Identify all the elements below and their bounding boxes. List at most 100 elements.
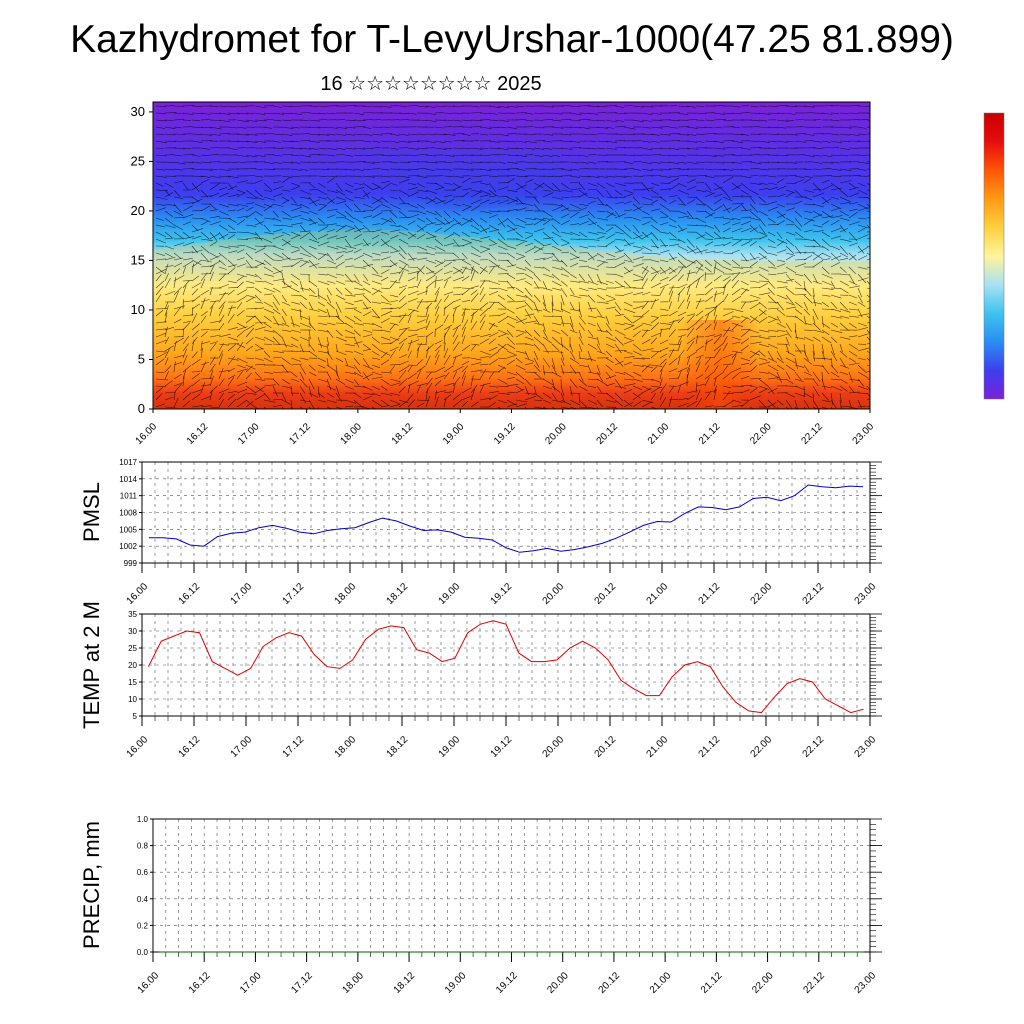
wind-vector	[866, 357, 870, 362]
wind-vector	[227, 327, 238, 331]
wind-vector	[254, 385, 264, 393]
x-tick-label: 20.00	[541, 734, 567, 760]
wind-vector	[281, 175, 293, 178]
wind-vector	[164, 290, 176, 296]
wind-vector	[596, 364, 601, 375]
wind-vector	[641, 399, 654, 404]
wind-vector	[722, 241, 732, 247]
wind-vector	[677, 283, 688, 289]
wind-vector	[407, 154, 418, 156]
wind-vector	[263, 112, 274, 115]
wind-vector	[155, 403, 165, 408]
wind-vector	[398, 216, 410, 219]
wind-vector	[767, 245, 777, 249]
wind-vector	[290, 234, 300, 240]
wind-vector	[227, 390, 238, 394]
wind-vector	[461, 387, 472, 394]
wind-vector	[857, 313, 869, 317]
wind-vector	[416, 279, 422, 289]
wind-vector	[749, 161, 762, 165]
wind-vector	[173, 286, 182, 296]
wind-vector	[722, 363, 732, 366]
wind-vector	[497, 294, 506, 301]
wind-vector	[839, 287, 849, 294]
wind-vector	[443, 372, 450, 380]
wind-vector	[767, 195, 777, 198]
wind-vector	[425, 140, 436, 144]
wind-vector	[335, 147, 346, 150]
wind-vector	[434, 187, 444, 191]
wind-vector	[209, 271, 214, 282]
wind-vector	[164, 273, 169, 282]
wind-vector	[569, 301, 575, 311]
x-tick-label: 19.00	[443, 970, 469, 996]
wind-vector	[659, 182, 671, 184]
wind-vector	[677, 356, 681, 366]
wind-vector	[344, 301, 354, 306]
wind-vector	[335, 343, 338, 352]
wind-vector	[380, 351, 388, 359]
wind-vector	[254, 119, 267, 122]
wind-vector	[299, 245, 310, 254]
wind-vector	[524, 209, 534, 212]
wind-vector	[263, 293, 273, 296]
wind-vector	[398, 270, 404, 282]
wind-vector	[326, 126, 338, 129]
wind-vector	[209, 183, 220, 191]
wind-vector	[623, 231, 632, 239]
wind-vector	[416, 105, 428, 108]
wind-vector	[452, 305, 461, 310]
wind-vector	[632, 392, 641, 399]
wind-vector	[686, 185, 697, 191]
wind-vector	[578, 364, 588, 368]
wind-vector	[623, 292, 633, 296]
wind-vector	[731, 288, 741, 296]
wind-vector	[227, 175, 239, 179]
wind-vector	[695, 316, 704, 324]
wind-vector	[614, 238, 625, 241]
wind-vector	[209, 241, 218, 247]
wind-vector	[632, 357, 645, 360]
wind-vector	[506, 343, 516, 350]
wind-vector	[173, 112, 184, 115]
wind-vector	[650, 231, 659, 241]
wind-vector	[533, 196, 540, 204]
wind-vector	[389, 245, 399, 252]
wind-vector	[461, 259, 472, 266]
wind-vector	[236, 302, 243, 310]
wind-vector	[515, 332, 524, 338]
wind-vector	[380, 251, 390, 254]
wind-vector	[506, 273, 516, 280]
wind-vector	[704, 364, 710, 373]
wind-vector	[425, 382, 433, 394]
wind-vector	[785, 406, 790, 409]
wind-vector	[623, 209, 633, 212]
wind-vector	[614, 392, 624, 402]
wind-vector	[227, 286, 239, 289]
wind-vector	[479, 307, 490, 317]
wind-vector	[614, 301, 622, 311]
wind-vector	[398, 210, 408, 219]
wind-vector	[506, 377, 515, 380]
wind-vector	[596, 329, 608, 333]
wind-vector	[434, 133, 447, 135]
wind-vector	[416, 182, 426, 188]
wind-vector	[371, 371, 382, 376]
wind-vector	[227, 264, 237, 268]
wind-vector	[839, 238, 852, 242]
wind-vector	[623, 383, 636, 387]
wind-vector	[173, 262, 183, 268]
wind-vector	[839, 224, 847, 233]
wind-vector	[758, 336, 771, 340]
wind-vector	[740, 280, 749, 286]
wind-vector	[821, 196, 829, 204]
wind-vector	[344, 217, 355, 223]
wind-vector	[848, 133, 861, 137]
wind-vector	[830, 371, 840, 378]
wind-vector	[794, 301, 803, 309]
wind-vector	[515, 315, 525, 325]
wind-vector	[344, 126, 356, 129]
wind-vector	[632, 105, 644, 108]
wind-vector	[569, 211, 580, 219]
wind-vector	[623, 193, 633, 198]
